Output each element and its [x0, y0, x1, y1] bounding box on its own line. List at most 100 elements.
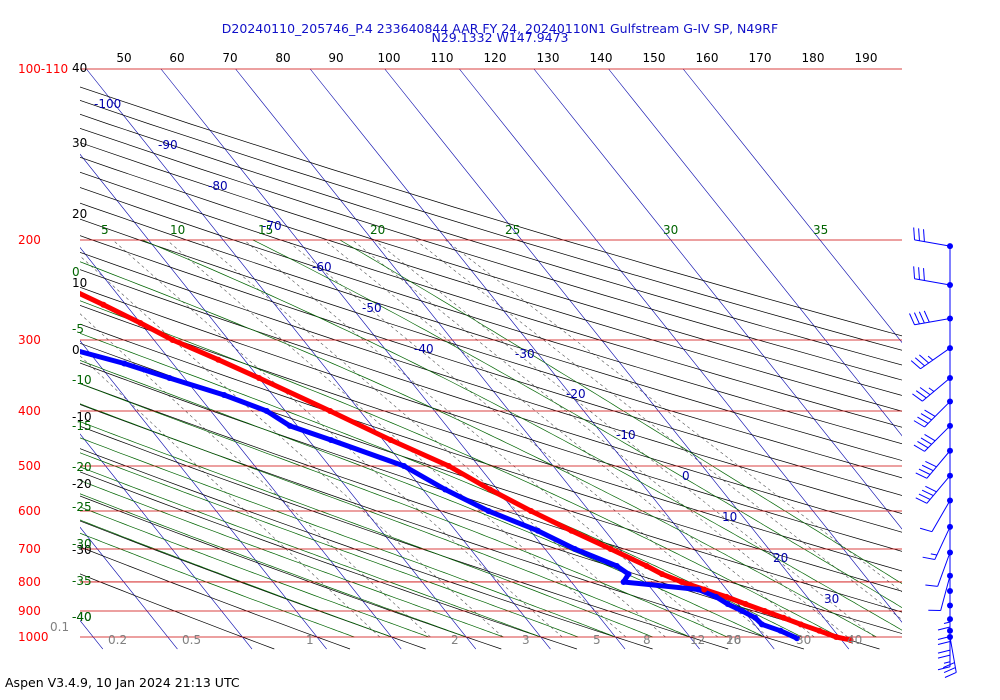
dry-adiabat-label: -20	[72, 477, 92, 491]
top-scale-label: 110	[431, 51, 454, 65]
isotherm-line	[80, 153, 477, 650]
dry-adiabat-line	[80, 171, 902, 428]
isotherm-line	[80, 620, 104, 650]
wind-barb-full	[923, 229, 925, 242]
top-scale-label: 140	[590, 51, 613, 65]
dry-adiabat-line	[80, 202, 902, 461]
mixing-ratio-label: 16	[726, 633, 741, 647]
dewpoint-point	[571, 546, 578, 553]
moist-adiabat-label: 0	[72, 265, 80, 279]
pressure-tick-label: 600	[18, 504, 41, 518]
dry-adiabat-line	[80, 156, 902, 412]
dewpoint-point	[724, 601, 731, 608]
isotherm-label: -30	[515, 347, 535, 361]
temperature-point	[833, 634, 840, 640]
temperature-point	[847, 636, 854, 643]
mixing-ratio-label: 3	[522, 633, 530, 647]
dewpoint-point	[613, 563, 620, 570]
dewpoint-point	[221, 392, 228, 399]
wind-barb-full	[923, 268, 925, 281]
dewpoint-point	[752, 614, 759, 621]
temperature-point	[816, 627, 823, 634]
wind-barb-full	[913, 266, 916, 279]
moist-adiabat-label: -20	[72, 460, 92, 474]
pressure-tick-label: 900	[18, 604, 41, 618]
wind-barb-full	[909, 313, 916, 325]
dry-adiabat-line	[80, 404, 805, 650]
top-scale-label: 120	[484, 51, 507, 65]
moist-adiabat-top-label: 15	[258, 223, 273, 237]
pressure-tick-label: 100-110	[18, 62, 68, 76]
dewpoint-point	[485, 507, 492, 514]
top-scale-label: 60	[169, 51, 184, 65]
temperature-point	[701, 586, 708, 593]
dewpoint-point	[327, 437, 334, 444]
wind-barb-full	[910, 360, 921, 370]
wind-barb-full	[922, 556, 935, 561]
moist-adiabat-label: -15	[72, 419, 92, 433]
isotherm-line	[0, 69, 28, 649]
dewpoint-point	[263, 407, 270, 414]
dry-adiabat-line	[80, 142, 902, 396]
mixing-ratio-label: 8	[643, 633, 651, 647]
dry-adiabat-line	[80, 383, 880, 650]
isotherm-line	[384, 68, 850, 650]
moist-adiabat-top-label: 35	[813, 223, 828, 237]
dry-adiabat-label: -40	[72, 610, 92, 624]
wind-barb-staff	[926, 475, 951, 504]
dry-adiabat-line	[80, 546, 351, 650]
top-scale-label: 180	[802, 51, 825, 65]
wind-barb-full	[917, 441, 929, 449]
moist-adiabat-label: -25	[72, 500, 92, 514]
dry-adiabat-line	[80, 100, 902, 351]
dry-adiabat-label: 0	[72, 343, 80, 357]
wind-barb-full	[913, 420, 925, 428]
pressure-tick-label: 700	[18, 542, 41, 556]
wind-barb-staff	[914, 318, 951, 326]
mixing-ratio-label: 5	[593, 633, 601, 647]
dry-adiabat-label: -10	[72, 410, 92, 424]
wind-barb-full	[921, 489, 934, 497]
wind-barb-staff	[914, 239, 951, 247]
temperature-point	[17, 260, 23, 266]
wind-barb-full	[915, 390, 927, 399]
wind-barb-staff	[924, 425, 951, 452]
top-scale-label: 150	[643, 51, 666, 65]
wind-barb-full	[943, 662, 955, 669]
isotherm-label: 0	[682, 469, 690, 483]
wind-barb-half	[943, 621, 951, 625]
wind-barb-full	[937, 626, 951, 631]
dry-adiabat-line	[80, 448, 653, 650]
mixing-ratio-line	[243, 239, 718, 638]
isotherm-line	[235, 68, 700, 650]
top-scale-label: 160	[696, 51, 719, 65]
temperature-point	[643, 563, 650, 570]
temperature-profile	[80, 290, 853, 643]
temperature-point	[137, 319, 144, 326]
isotherm-label: -20	[566, 387, 586, 401]
wind-barb-full	[937, 649, 951, 654]
isotherm-line	[86, 68, 551, 650]
dry-adiabat-line	[80, 520, 426, 650]
wind-barb-staff	[914, 278, 951, 286]
dry-adiabat-line	[80, 251, 902, 515]
moist-adiabat-label: -30	[72, 537, 92, 551]
software-version-footer: Aspen V3.4.9, 10 Jan 2024 21:13 UTC	[5, 675, 240, 690]
wind-barb-full	[918, 468, 931, 475]
dewpoint-point	[758, 621, 765, 628]
mixing-ratio-line	[112, 239, 563, 638]
wind-barb-full	[912, 393, 923, 402]
dewpoint-point	[166, 375, 173, 382]
mixing-ratio-line	[352, 239, 848, 638]
temperature-point	[169, 337, 176, 344]
isotherm-label: -70	[262, 219, 282, 233]
wind-barb-full	[918, 267, 920, 280]
mixing-ratio-label: 0.5	[182, 633, 201, 647]
top-scale-label: 130	[537, 51, 560, 65]
moist-adiabat-line	[80, 532, 355, 638]
isotherm-line	[80, 433, 253, 650]
wind-barb-full	[924, 433, 936, 442]
top-scale-label: 50	[116, 51, 131, 65]
wind-barb-full	[915, 472, 928, 479]
dewpoint-point	[401, 463, 408, 470]
